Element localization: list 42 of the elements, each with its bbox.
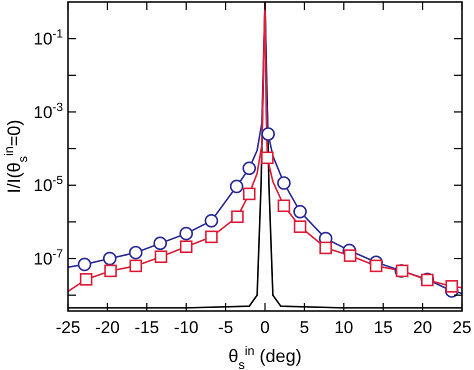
point	[80, 273, 92, 286]
point	[242, 188, 256, 200]
point	[261, 127, 275, 141]
point	[445, 280, 458, 293]
y-tick-label: 10$^{-5}$	[34, 173, 64, 196]
point	[277, 176, 291, 190]
x-axis-title: θ$_{s}$$^{in}$ (deg)	[228, 344, 302, 370]
point	[102, 252, 117, 266]
x-tick-label: 15	[374, 318, 393, 337]
y-tick-label: 10$^{-7}$	[34, 246, 64, 269]
point	[278, 199, 290, 212]
point	[205, 230, 218, 244]
x-tick-label: -20	[95, 318, 120, 337]
point	[153, 236, 167, 250]
x-tick-label: 5	[300, 318, 310, 337]
point	[129, 260, 142, 272]
point	[104, 264, 117, 278]
point	[231, 210, 244, 224]
point	[128, 246, 143, 260]
point	[154, 250, 168, 264]
x-tick-label: -10	[174, 318, 198, 337]
x-tick-label: -15	[134, 318, 160, 337]
point	[344, 249, 356, 262]
x-tick-label: -5	[218, 318, 234, 337]
point	[293, 204, 307, 218]
y-tick-label: 10$^{-1}$	[34, 26, 64, 49]
point	[370, 260, 382, 272]
y-tick-label: 10$^{-3}$	[34, 100, 64, 122]
point	[180, 240, 192, 254]
x-tick-label: 0	[260, 318, 270, 337]
point	[204, 214, 218, 228]
point	[294, 220, 306, 233]
point	[78, 258, 92, 272]
point	[230, 180, 244, 194]
x-tick-label: 20	[413, 318, 432, 337]
x-tick-label: 10	[334, 318, 354, 337]
x-tick-label: 25	[452, 318, 472, 337]
x-tick-label: -25	[56, 318, 80, 337]
point	[261, 152, 274, 164]
point	[242, 161, 256, 176]
point	[319, 242, 332, 254]
point	[179, 226, 193, 240]
